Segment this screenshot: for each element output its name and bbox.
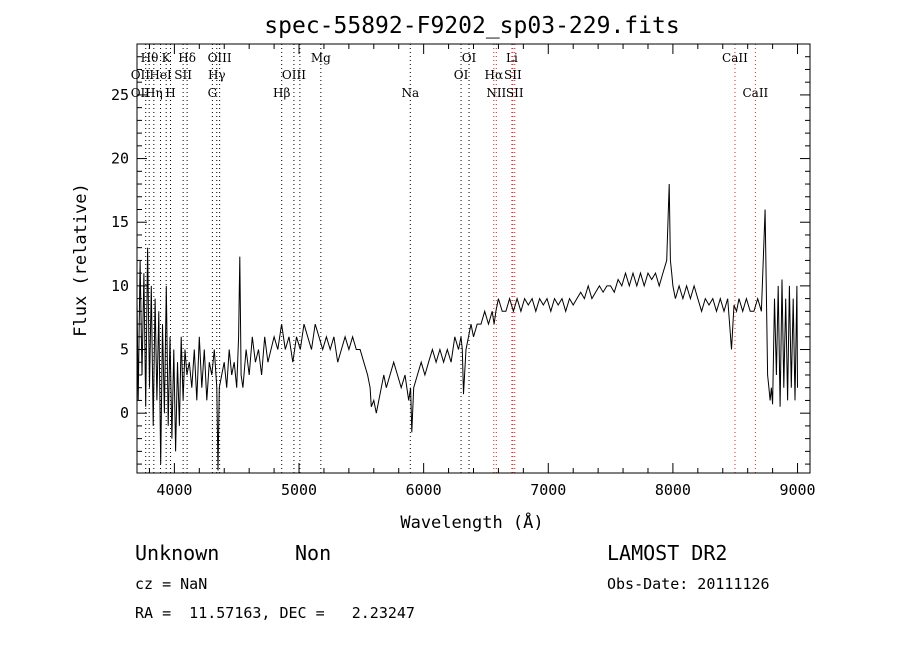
y-tick-label: 0 <box>120 404 129 422</box>
x-tick-label: 6000 <box>406 481 442 499</box>
spectrum-data-layer <box>136 183 798 471</box>
spectral-line-label: OII <box>131 86 151 100</box>
spectral-line-label: NII <box>486 86 506 100</box>
spectral-line-label: OI <box>454 68 469 82</box>
spectral-line-label: OIII <box>208 51 232 65</box>
x-tick-label: 7000 <box>530 481 566 499</box>
spectral-line-label: CaII <box>722 51 748 65</box>
spectrum-line <box>136 183 798 471</box>
y-tick-label: 10 <box>111 277 129 295</box>
x-axis-label: Wavelength (Å) <box>400 511 543 533</box>
y-tick-label: 20 <box>111 150 129 168</box>
redshift-label: cz = NaN <box>135 575 208 593</box>
y-axis-label: Flux (relative) <box>71 183 91 337</box>
coordinates-label: RA = 11.57163, DEC = 2.23247 <box>135 604 415 622</box>
spectral-line-label: Hη <box>145 86 163 100</box>
class-label: Unknown <box>135 541 220 565</box>
spectral-line-label: OIII <box>282 68 306 82</box>
spectral-line-label: G <box>208 86 218 100</box>
y-tick-label: 25 <box>111 86 129 104</box>
survey-label: LAMOST DR2 <box>607 541 728 565</box>
spectral-line-label: Hθ <box>141 51 159 65</box>
spectral-line-label: SII <box>174 68 192 82</box>
spectral-line-label: K <box>162 51 172 65</box>
spectral-line-label: SII <box>504 68 522 82</box>
plot-frame <box>136 43 811 474</box>
x-tick-label: 8000 <box>655 481 691 499</box>
subclass-label: Non <box>295 541 332 565</box>
spectral-line-label: Hβ <box>273 86 290 100</box>
x-tick-label: 4000 <box>156 481 192 499</box>
obs-date-label: Obs-Date: 20111126 <box>607 575 770 593</box>
spectral-line-label: Hδ <box>178 51 196 65</box>
spectral-line-label: Na <box>401 86 419 100</box>
spectral-line-label: OII <box>131 68 151 82</box>
spectral-line-label: HeI <box>149 68 172 82</box>
spectral-line-label: Hγ <box>208 68 226 82</box>
y-tick-label: 15 <box>111 213 129 231</box>
x-tick-label: 5000 <box>281 481 317 499</box>
spectral-line-label: Mg <box>311 51 331 65</box>
spectral-line-label: Hα <box>485 68 504 82</box>
chart-title: spec-55892-F9202_sp03-229.fits <box>264 13 679 39</box>
x-tick-label: 9000 <box>779 481 815 499</box>
spectral-line-label: OI <box>462 51 477 65</box>
spectral-line-label: SII <box>506 86 524 100</box>
spectral-line-label: H <box>165 86 175 100</box>
spectral-line-label: Li <box>506 51 518 65</box>
spectral-line-label: CaII <box>742 86 768 100</box>
line-marker-layer <box>145 44 756 473</box>
axis-layer: 4000 5000 6000 7000 8000 9000 0 5 10 15 20 25 <box>111 43 816 499</box>
y-tick-label: 5 <box>120 341 129 359</box>
